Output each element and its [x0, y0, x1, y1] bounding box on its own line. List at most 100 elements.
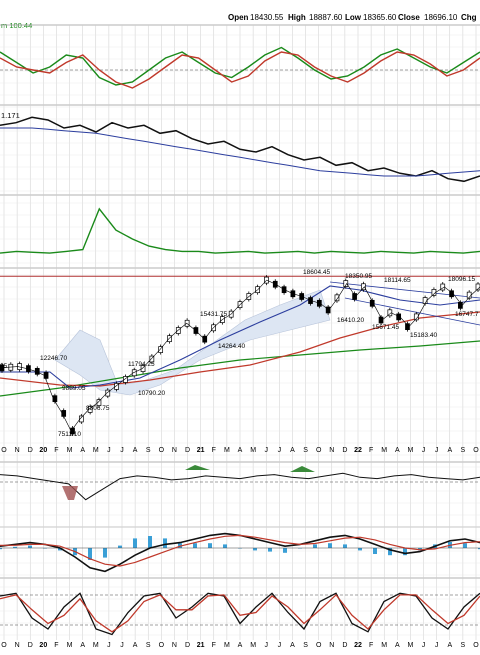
x-tick-label-bottom: N [15, 642, 20, 649]
x-tick-label-bottom: F [369, 642, 373, 649]
macd-histogram-bar [208, 543, 212, 548]
x-tick-label: S [146, 447, 151, 454]
price-panel [0, 275, 480, 437]
price-annotation: 15183.40 [410, 332, 437, 339]
x-tick-label: F [212, 447, 216, 454]
momentum-line [0, 472, 480, 501]
x-tick-label: D [28, 447, 33, 454]
macd-histogram-bar [148, 536, 152, 548]
x-tick-label: O [159, 447, 165, 454]
x-tick-label: M [381, 447, 387, 454]
price-annotation: 10790.20 [138, 390, 165, 397]
ma-long-line [0, 340, 480, 397]
macd-histogram-bar [373, 548, 377, 554]
oscillator-top-value: m 100.44 [1, 21, 32, 30]
x-tick-label-bottom: M [224, 642, 230, 649]
candle-body [87, 406, 93, 413]
low-value: 18365.60 [363, 13, 397, 22]
candle-body [158, 346, 164, 353]
x-tick-label-bottom: 20 [39, 642, 47, 649]
channel-lower [344, 297, 480, 326]
x-tick-label: M [67, 447, 73, 454]
x-tick-label-bottom: A [80, 642, 85, 649]
price-annotation: 14264.40 [218, 343, 245, 350]
macd-histogram-bar [28, 545, 32, 548]
price-annotations: 85 12246.70 9889.05 8806.75 7511.10 11794.25 1… [0, 269, 479, 438]
x-tick-label-bottom: O [1, 642, 7, 649]
macd-histogram-bar [118, 545, 122, 548]
x-tick-label-bottom: O [473, 642, 479, 649]
x-tick-label: O [473, 447, 479, 454]
macd-histogram-bar [163, 538, 167, 548]
price-annotation: 8806.75 [86, 405, 110, 412]
x-tick-label: A [80, 447, 85, 454]
momentum-negative-fill [62, 486, 78, 500]
macd-histogram-bar [133, 538, 137, 548]
candle-body [352, 293, 357, 300]
macd-histogram-bar [403, 548, 407, 556]
macd-histogram-bar [103, 548, 107, 558]
x-tick-label: M [93, 447, 99, 454]
open-label: Open [228, 13, 249, 22]
x-tick-label-bottom: S [303, 642, 308, 649]
ma-mid-line [0, 311, 480, 387]
price-annotation: 16410.20 [337, 317, 364, 324]
x-tick-label: 20 [39, 447, 47, 454]
indicator-panels [0, 46, 480, 636]
close-line [0, 279, 480, 432]
x-tick-label: N [15, 447, 20, 454]
x-tick-label-bottom: 21 [197, 642, 205, 649]
x-tick-label-bottom: 22 [354, 642, 362, 649]
candle-body [334, 294, 340, 302]
x-tick-label: J [278, 447, 282, 454]
macd-signal-line [0, 534, 480, 567]
macd-histogram-bar [358, 548, 362, 551]
candle-body [413, 313, 419, 321]
x-tick-label-bottom: N [329, 642, 334, 649]
macd-histogram-bar [0, 548, 2, 550]
macd-histogram-bar [313, 544, 317, 548]
candle-body [131, 369, 137, 377]
x-tick-label-bottom: J [278, 642, 282, 649]
high-value: 18887.60 [309, 13, 343, 22]
x-tick-label: J [422, 447, 426, 454]
macd-histogram-bar [268, 548, 272, 552]
x-tick-label-bottom: A [133, 642, 138, 649]
x-tick-label: O [316, 447, 322, 454]
x-tick-label: J [264, 447, 268, 454]
chg-label: Chg [461, 13, 477, 22]
ratio-black-line [0, 116, 480, 183]
x-tick-label-bottom: F [212, 642, 216, 649]
macd-histogram-bar [58, 548, 62, 551]
x-tick-label: M [224, 447, 230, 454]
candle-body [325, 306, 331, 314]
x-tick-label-bottom: O [316, 642, 322, 649]
x-tick-label: S [303, 447, 308, 454]
candle-body [70, 427, 75, 435]
x-tick-label: 22 [354, 447, 362, 454]
candle-body [475, 283, 480, 291]
x-tick-label: F [369, 447, 373, 454]
x-tick-label: N [172, 447, 177, 454]
price-annotation: 7511.10 [58, 431, 81, 438]
x-tick-label-bottom: F [54, 642, 58, 649]
x-tick-label-bottom: N [172, 642, 177, 649]
price-annotation: 12246.70 [40, 355, 67, 362]
x-tick-label-bottom: M [381, 642, 387, 649]
x-tick-label: A [238, 447, 243, 454]
x-tick-label-bottom: A [447, 642, 452, 649]
macd-histogram-bar [388, 548, 392, 556]
macd-histogram-bar [223, 544, 227, 548]
x-tick-label-bottom: J [422, 642, 426, 649]
ratio-value: 1.171 [1, 111, 20, 120]
candle-body [369, 299, 375, 307]
macd-histogram-bar [193, 543, 197, 548]
price-annotation: 11794.25 [128, 361, 155, 368]
macd-histogram-bar [463, 543, 467, 548]
oscillator-red-line [0, 51, 480, 89]
x-tick-label: A [447, 447, 452, 454]
x-tick-label: A [290, 447, 295, 454]
candle-body [405, 323, 410, 331]
x-tick-label-bottom: A [238, 642, 243, 649]
x-tick-label: A [133, 447, 138, 454]
